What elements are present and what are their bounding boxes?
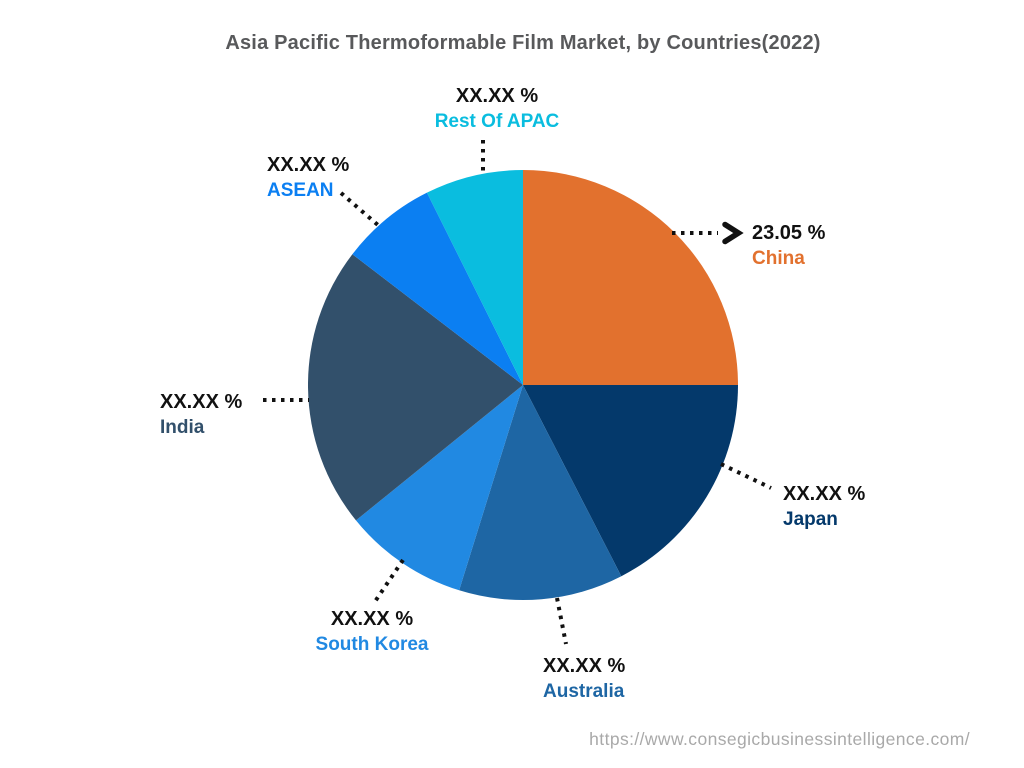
label-japan: XX.XX % Japan (783, 480, 865, 532)
pie-slice-south-korea (355, 385, 523, 591)
label-china-pct: 23.05 % (752, 222, 826, 244)
label-rest-of-apac: XX.XX % Rest Of APAC (380, 82, 614, 134)
pie-slices (308, 170, 738, 601)
label-china: 23.05 % China (752, 219, 825, 271)
label-australia: XX.XX % Australia (543, 652, 625, 704)
label-south-korea: XX.XX % South Korea (255, 605, 489, 657)
label-india-name: India (160, 417, 205, 438)
label-asean-pct: XX.XX % (267, 154, 350, 176)
label-rest-of-apac-pct: XX.XX % (455, 85, 539, 107)
leader-lines (263, 140, 772, 645)
arrowhead-icon (722, 221, 744, 245)
pie-slice-australia (459, 385, 622, 601)
leader-line-japan (720, 462, 772, 490)
pie-slice-asean (352, 192, 523, 385)
label-australia-name: Australia (543, 681, 625, 702)
leader-line-south-korea (372, 558, 405, 605)
label-asean-name: ASEAN (267, 180, 334, 201)
label-south-korea-name: South Korea (315, 634, 429, 655)
label-asean: XX.XX % ASEAN (267, 151, 349, 203)
pie-slice-india (308, 254, 523, 521)
label-rest-of-apac-name: Rest Of APAC (434, 111, 560, 132)
label-south-korea-pct: XX.XX % (330, 608, 414, 630)
pie-slice-china (523, 170, 738, 385)
label-japan-pct: XX.XX % (783, 483, 866, 505)
label-india: XX.XX % India (160, 388, 242, 440)
chart-title: Asia Pacific Thermoformable Film Market,… (225, 32, 821, 54)
label-japan-name: Japan (783, 509, 838, 530)
label-india-pct: XX.XX % (160, 391, 243, 413)
pie-slice-rest-of-apac (426, 170, 523, 385)
pie-slice-japan (523, 385, 738, 577)
leader-line-australia (555, 597, 568, 645)
label-australia-pct: XX.XX % (543, 655, 626, 677)
label-china-name: China (752, 248, 805, 269)
source-url: https://www.consegicbusinessintelligence… (589, 729, 970, 749)
